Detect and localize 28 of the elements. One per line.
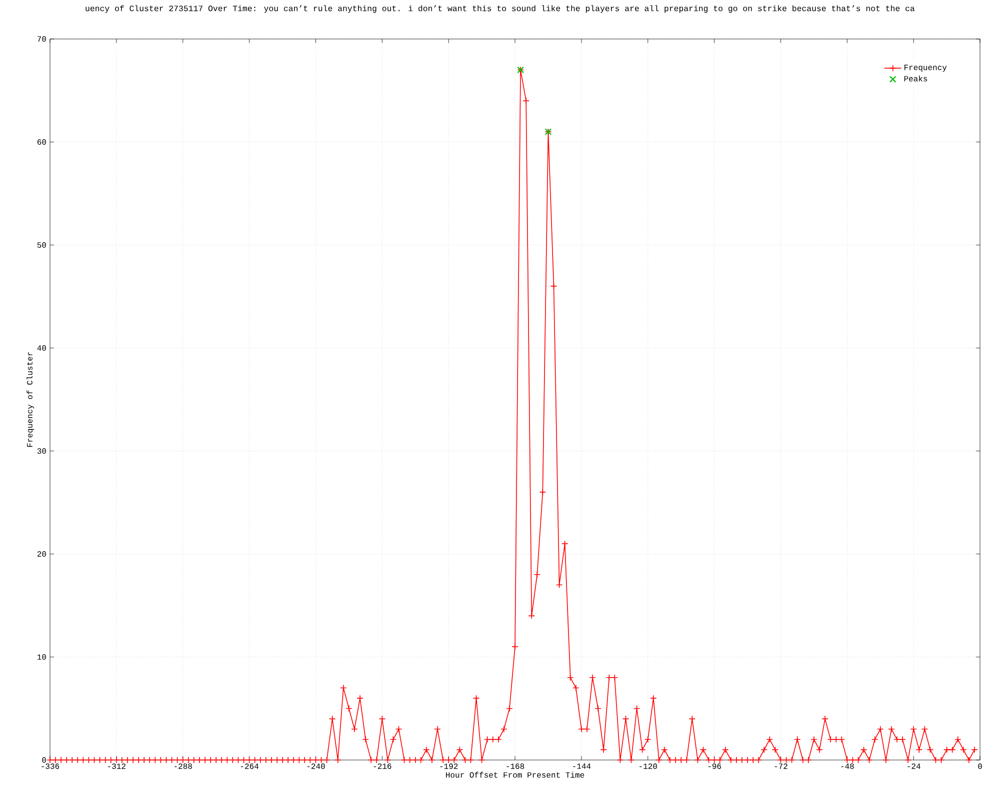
legend-label: Peaks [904, 76, 928, 82]
y-tick-label: 30 [37, 448, 46, 454]
y-tick-label: 40 [37, 345, 46, 351]
x-tick-label: -168 [506, 764, 524, 769]
x-tick-label: -240 [307, 764, 325, 769]
x-tick-label: 0 [978, 764, 982, 769]
x-axis-title: Hour Offset From Present Time [446, 772, 584, 778]
y-tick-label: 20 [37, 551, 46, 557]
x-tick-label: -216 [374, 764, 392, 769]
x-tick-label: -288 [174, 764, 192, 769]
x-tick-label: -96 [708, 764, 721, 769]
x-tick-label: -264 [241, 764, 258, 769]
x-tick-label: -24 [908, 764, 920, 769]
x-tick-label: -144 [573, 764, 591, 769]
y-axis-title: Frequency of Cluster [26, 352, 34, 447]
y-tick-label: 70 [38, 36, 46, 42]
x-tick-label: -48 [841, 764, 854, 769]
y-tick-label: 50 [37, 242, 46, 248]
x-tick-label: -312 [108, 764, 126, 769]
x-tick-label: -120 [640, 764, 657, 769]
x-tick-label: -192 [440, 764, 458, 769]
y-tick-label: 60 [37, 139, 46, 145]
y-tick-label: 0 [42, 757, 46, 763]
legend-label: Frequency [904, 64, 947, 72]
y-tick-label: 10 [37, 654, 46, 660]
chart-title: uency of Cluster 2735117 Over Time: you can’t rule anything out. i don’t want this to sound like the players are all preparing to go on strike because that’s not the ca [86, 5, 915, 13]
x-tick-label: -72 [774, 764, 788, 769]
x-tick-label: -336 [42, 764, 60, 769]
